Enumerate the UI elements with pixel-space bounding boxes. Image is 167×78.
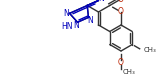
Text: N: N [73, 21, 78, 30]
Text: O: O [118, 7, 124, 17]
Text: N: N [63, 9, 69, 18]
Text: O: O [118, 0, 124, 4]
Text: CH₃: CH₃ [143, 47, 156, 53]
Text: O: O [118, 58, 124, 67]
Text: N: N [88, 16, 94, 25]
Text: N: N [98, 0, 104, 3]
Text: HN: HN [61, 22, 73, 31]
Text: CH₃: CH₃ [123, 69, 135, 75]
